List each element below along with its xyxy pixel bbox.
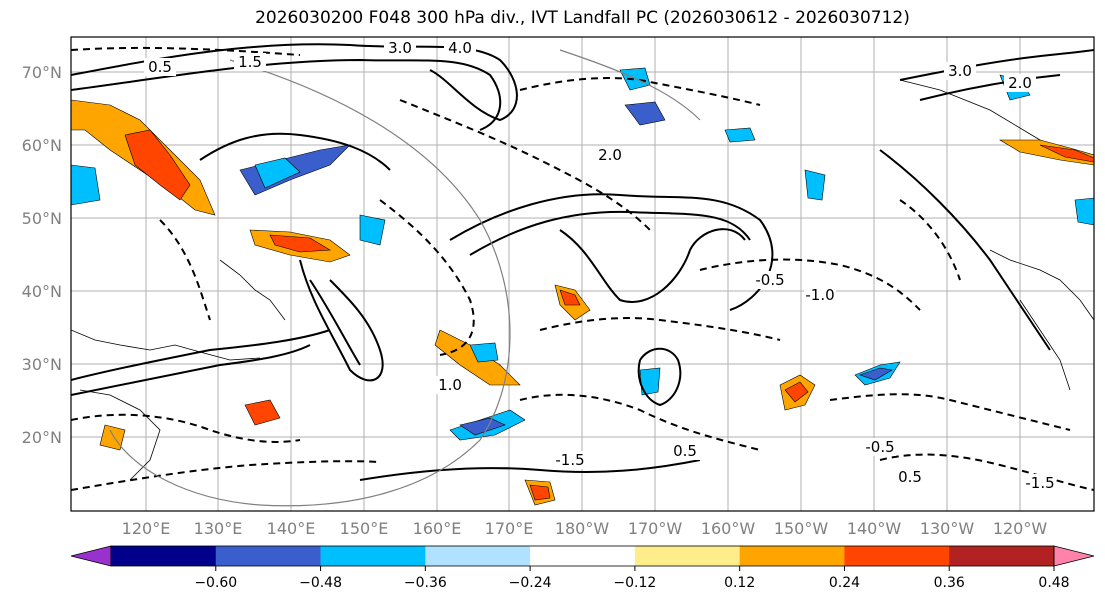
contour-label-bg (1024, 474, 1056, 492)
contour-label: 0.5 (898, 468, 922, 486)
colorbar-swatch (949, 546, 1055, 566)
lat-tick-label: 50°N (22, 209, 62, 228)
colorbar-tick-label: −0.48 (299, 575, 342, 591)
contour-label-bg (944, 62, 976, 80)
contour-label: -0.5 (865, 438, 894, 456)
colorbar: −0.60 −0.48 −0.36 −0.24 −0.12 0.12 0.24 0.36 0.4… (70, 545, 1095, 591)
lon-tick-label: 130°W (920, 519, 975, 538)
positive-contours (71, 43, 1094, 481)
lat-tick-label: 70°N (22, 63, 62, 82)
contour-label-bg (804, 286, 836, 304)
lat-tick-label: 40°N (22, 282, 62, 301)
lon-tick-label: 150°W (774, 519, 829, 538)
colorbar-tick-label: 0.12 (724, 575, 755, 591)
contour-label-bg (434, 376, 466, 394)
lon-tick-label: 120°W (993, 519, 1048, 538)
contour-label-bg (1004, 74, 1036, 92)
contour-label: 2.0 (598, 146, 622, 164)
lon-tick-label: 120°E (122, 519, 171, 538)
colorbar-swatch (215, 546, 322, 566)
contour-label-bg (444, 39, 476, 57)
contour-label-bg (754, 271, 786, 289)
colorbar-tick-label: 0.24 (829, 575, 860, 591)
lat-tick-label: 30°N (22, 355, 62, 374)
colorbar-tick-label: −0.60 (194, 575, 237, 591)
contour-label: -1.0 (805, 286, 834, 304)
contour-label: -1.5 (1025, 474, 1054, 492)
lon-tick-label: 160°W (701, 519, 756, 538)
contour-label-bg (234, 53, 266, 71)
contour-label-bg (554, 451, 586, 469)
contour-label: 3.0 (948, 62, 972, 80)
contour-label: -0.5 (755, 271, 784, 289)
lon-tick-label: 170°W (628, 519, 683, 538)
map-title: 2026030200 F048 300 hPa div., IVT Landfa… (255, 8, 910, 28)
colorbar-extend-low (70, 545, 112, 567)
contour-label-bg (594, 146, 626, 164)
colorbar-tick-label: −0.36 (404, 575, 447, 591)
colorbar-frame (110, 545, 1055, 567)
colorbar-tick-label: 0.36 (934, 575, 965, 591)
lon-tick-label: 140°E (267, 519, 316, 538)
contour-label: 1.5 (238, 53, 262, 71)
shaded-fields (71, 67, 1094, 506)
contour-label: 3.0 (388, 39, 412, 57)
contour-label-bg (384, 39, 416, 57)
contour-label-bg (894, 468, 926, 486)
colorbar-swatch (111, 546, 217, 566)
contour-label: 2.0 (1008, 74, 1032, 92)
lon-tick-label: 150°E (340, 519, 389, 538)
contour-label-bg (144, 58, 176, 76)
colorbar-tick-label: −0.24 (509, 575, 552, 591)
lon-tick-label: 180°W (555, 519, 610, 538)
contour-label-bg (864, 438, 896, 456)
colorbar-swatch (844, 546, 950, 566)
lon-tick-label: 140°W (847, 519, 902, 538)
contour-label: 0.5 (148, 58, 172, 76)
contour-label: 0.5 (673, 442, 697, 460)
lat-tick-label: 20°N (22, 428, 62, 447)
colorbar-swatch (739, 546, 845, 566)
lat-tick-label: 60°N (22, 136, 62, 155)
colorbar-swatch (425, 546, 531, 566)
colorbar-swatch (320, 546, 426, 566)
range-circle (109, 49, 701, 507)
contour-label-bg (669, 442, 701, 460)
lon-tick-label: 130°E (194, 519, 243, 538)
colorbar-extend-high (1053, 545, 1095, 567)
colorbar-swatch (530, 546, 636, 566)
colorbar-tick-label: 0.48 (1038, 575, 1069, 591)
contour-label: 1.0 (438, 376, 462, 394)
colorbar-tick-label: −0.12 (613, 575, 656, 591)
contour-label: -1.5 (555, 451, 584, 469)
lon-tick-label: 160°E (413, 519, 462, 538)
colorbar-swatch (634, 546, 741, 566)
contour-label: 4.0 (448, 39, 472, 57)
plot-frame (70, 36, 1095, 512)
lon-tick-label: 170°E (485, 519, 534, 538)
